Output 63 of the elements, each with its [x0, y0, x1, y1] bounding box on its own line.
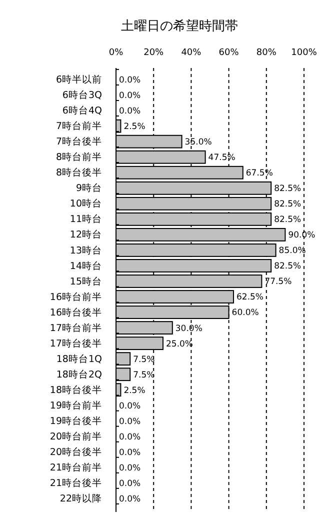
data-label: 0.0% [119, 106, 141, 117]
y-tick-label: 21時台後半 [50, 476, 102, 489]
y-tick-label: 12時台 [70, 228, 102, 241]
y-tick-label: 21時台前半 [50, 461, 102, 474]
y-tick-label: 6時台4Q [62, 104, 102, 117]
y-tick-label: 19時台後半 [50, 414, 102, 427]
y-tick-label: 7時台前半 [56, 120, 102, 132]
data-label: 60.0% [232, 308, 259, 318]
y-tick-label: 17時台後半 [50, 337, 102, 350]
data-label: 2.5% [124, 122, 146, 132]
y-tick-label: 16時台前半 [50, 290, 102, 303]
data-label: 82.5% [274, 215, 302, 226]
x-tick-label: 40% [181, 48, 202, 58]
x-tick-label: 80% [256, 48, 277, 58]
y-tick-label: 10時台 [70, 198, 102, 210]
data-label: 7.5% [133, 354, 155, 365]
y-tick-label: 9時台 [76, 182, 102, 194]
data-label: 62.5% [236, 292, 264, 303]
data-label: 85.0% [278, 246, 306, 256]
data-label: 2.5% [124, 386, 146, 396]
data-label: 0.0% [119, 494, 141, 504]
data-label: 82.5% [274, 184, 302, 194]
y-tick-label: 6時台3Q [62, 89, 102, 102]
data-label: 67.5% [246, 168, 273, 179]
y-tick-label: 14時台 [70, 260, 102, 272]
x-tick-label: 100% [291, 48, 318, 58]
x-tick-label: 60% [218, 48, 240, 58]
data-label: 77.5% [264, 277, 292, 288]
data-label: 35.0% [184, 138, 212, 148]
data-label: 7.5% [133, 370, 155, 380]
y-tick-label: 18時台2Q [56, 368, 102, 380]
data-label: 0.0% [119, 76, 141, 86]
data-label: 0.0% [119, 91, 141, 102]
data-label: 0.0% [119, 448, 141, 458]
data-label: 0.0% [119, 463, 141, 474]
y-tick-label: 11時台 [70, 213, 102, 226]
y-tick-label: 20時台前半 [50, 430, 102, 442]
x-tick-label: 20% [144, 48, 164, 58]
y-tick-label: 16時台後半 [50, 306, 102, 318]
data-label: 0.0% [119, 416, 141, 427]
y-tick-label: 8時台前半 [56, 151, 102, 164]
y-tick-label: 8時台後半 [56, 166, 102, 179]
data-label: 90.0% [288, 230, 316, 241]
y-tick-label: 17時台前半 [50, 322, 102, 334]
x-tick-label: 0% [108, 48, 124, 58]
y-tick-label: 13時台 [70, 244, 102, 256]
y-tick-label: 18時台後半 [50, 384, 102, 396]
y-tick-label: 6時半以前 [56, 74, 102, 86]
data-label: 47.5% [208, 153, 236, 164]
data-label: 25.0% [166, 339, 194, 350]
y-tick-label: 19時台前半 [50, 399, 102, 412]
y-tick-label: 20時台後半 [50, 446, 102, 458]
data-label: 0.0% [119, 432, 141, 442]
y-tick-label: 22時以降 [60, 492, 102, 505]
y-tick-label: 18時台1Q [56, 352, 102, 365]
data-label: 82.5% [274, 262, 302, 272]
data-label: 0.0% [119, 478, 141, 489]
y-tick-label: 7時台後半 [56, 136, 102, 148]
chart-title: 土曜日の希望時間帯 [121, 19, 238, 34]
data-label: 82.5% [274, 200, 302, 210]
data-label: 0.0% [119, 401, 141, 412]
y-tick-label: 15時台 [70, 275, 102, 288]
data-label: 30.0% [175, 324, 202, 334]
